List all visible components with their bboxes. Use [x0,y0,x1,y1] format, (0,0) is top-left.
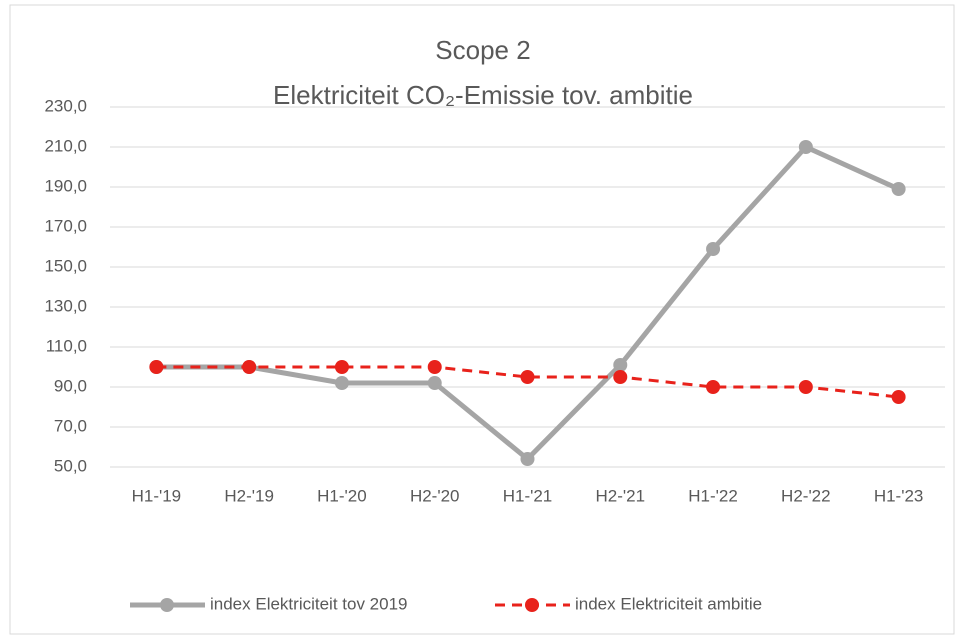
x-tick-label: H2-'20 [410,486,460,505]
series-marker [891,390,906,404]
x-tick-label: H1-'22 [688,486,738,505]
legend-label: index Elektriciteit tov 2019 [210,594,408,613]
series-marker [798,380,813,394]
x-tick-label: H1-'19 [132,486,182,505]
y-tick-label: 170,0 [44,216,87,235]
series-marker [427,360,442,374]
y-tick-label: 230,0 [44,96,87,115]
series-line [156,365,899,399]
y-tick-label: 150,0 [44,256,87,275]
y-tick-label: 110,0 [46,336,87,355]
y-tick-label: 90,0 [54,376,87,395]
chart-subtitle: Elektriciteit CO₂-Emissie tov. ambitie [273,80,693,110]
chart-title: Scope 2 [435,35,530,65]
y-tick-label: 50,0 [54,456,87,475]
x-tick-label: H2-'21 [595,486,645,505]
series-marker [613,370,628,384]
x-tick-label: H2-'22 [781,486,831,505]
series-marker [706,380,721,394]
series-marker [242,360,257,374]
legend-marker [525,598,539,612]
x-tick-label: H2-'19 [224,486,274,505]
series-marker [334,376,349,390]
x-tick-label: H1-'21 [503,486,553,505]
series-marker [706,242,721,256]
series-marker [520,452,535,466]
y-tick-label: 190,0 [44,176,87,195]
series-marker [891,182,906,196]
legend-label: index Elektriciteit ambitie [575,594,762,613]
series-marker [520,370,535,384]
series-marker [149,360,164,374]
chart-frame [9,4,955,635]
y-tick-label: 210,0 [44,136,87,155]
series-marker [334,360,349,374]
series-marker [427,376,442,390]
x-tick-label: H1-'20 [317,486,367,505]
series-marker [798,140,813,154]
series-marker [613,358,628,372]
y-tick-label: 70,0 [54,416,87,435]
legend-marker [160,598,174,612]
x-tick-label: H1-'23 [874,486,924,505]
y-tick-label: 130,0 [44,296,87,315]
